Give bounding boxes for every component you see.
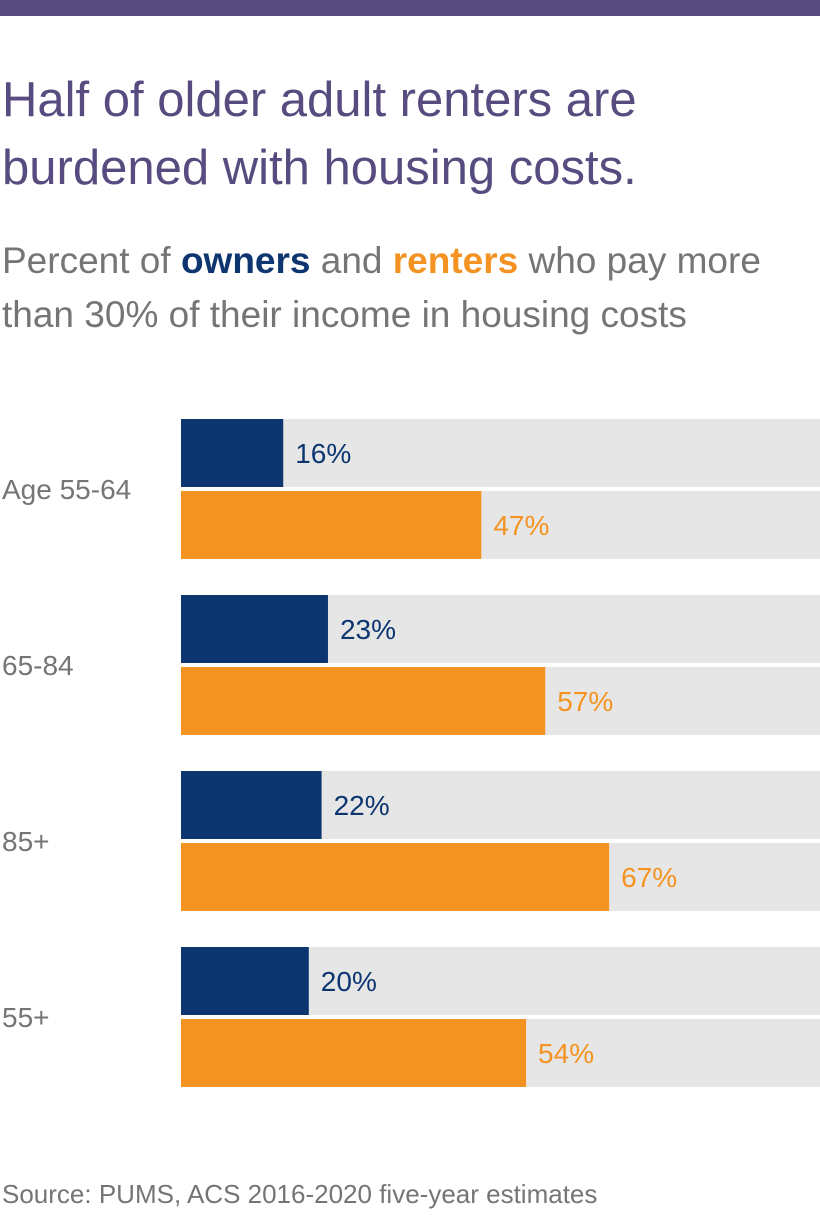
legend-renters: renters	[392, 240, 519, 281]
owners-value-label: 16%	[295, 438, 351, 469]
chart-title: Half of older adult renters are burdened…	[2, 66, 802, 202]
renters-bar	[181, 1019, 527, 1087]
renters-value-label: 47%	[493, 510, 549, 541]
subtitle-text-pre: Percent of	[2, 240, 181, 281]
bar-track	[181, 419, 820, 487]
renters-bar	[181, 491, 482, 559]
renters-value-label: 67%	[621, 862, 677, 893]
title-line-2: burdened with housing costs.	[2, 141, 637, 195]
owners-value-label: 23%	[340, 614, 396, 645]
bar-chart: Age 55-64 16% 47% 65-84 23% 57% 85+ 22% 67% 55+ 20…	[2, 419, 820, 1087]
subtitle-line-2: than 30% of their income in housing cost…	[2, 294, 687, 335]
chart-subtitle: Percent of owners and renters who pay mo…	[2, 234, 817, 342]
renters-value-label: 54%	[538, 1038, 594, 1069]
title-line-1: Half of older adult renters are	[2, 73, 637, 127]
owners-bar	[181, 595, 328, 663]
legend-owners: owners	[180, 240, 311, 281]
renters-bar	[181, 667, 546, 735]
owners-bar	[181, 419, 284, 487]
subtitle-text-post: who pay more	[518, 240, 761, 281]
renters-bar	[181, 843, 610, 911]
renters-value-label: 57%	[557, 686, 613, 717]
owners-bar	[181, 771, 322, 839]
category-label: Age 55-64	[2, 474, 131, 505]
owners-bar	[181, 947, 309, 1015]
owners-value-label: 20%	[321, 966, 377, 997]
top-accent-band	[0, 0, 820, 16]
category-label: 55+	[2, 1002, 50, 1033]
category-label: 85+	[2, 826, 50, 857]
source-note: Source: PUMS, ACS 2016-2020 five-year es…	[2, 1179, 598, 1209]
subtitle-text-mid: and	[310, 240, 393, 281]
owners-value-label: 22%	[334, 790, 390, 821]
category-label: 65-84	[2, 650, 74, 681]
